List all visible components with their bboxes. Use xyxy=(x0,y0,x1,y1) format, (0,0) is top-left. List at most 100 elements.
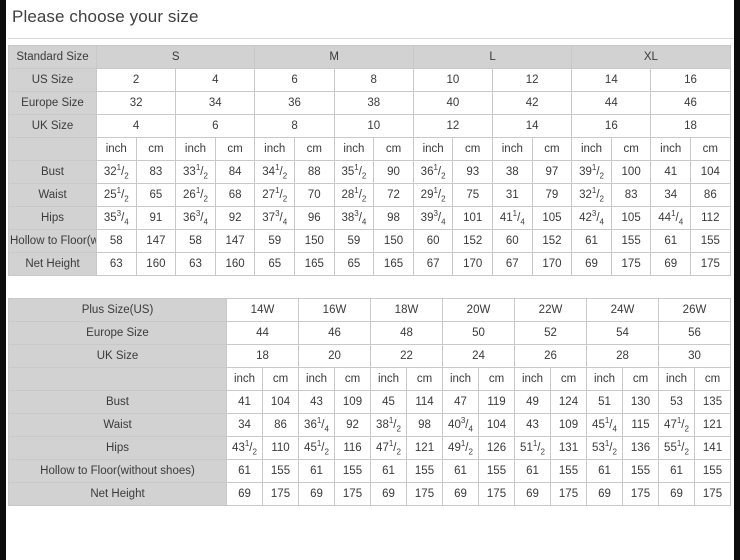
table-row-bust: Bust 321/2 83 331/2 84 341/2 88 351/2 90… xyxy=(8,160,731,185)
cell-hips: 105 xyxy=(610,206,652,231)
cell-bust: 38 xyxy=(492,160,533,185)
cell-plus-hollow-to-floor: 61 xyxy=(370,459,407,484)
row-label-bust: Bust xyxy=(8,160,97,185)
page-title: Please choose your size xyxy=(12,7,199,26)
page-left-gutter xyxy=(0,0,6,560)
cell-plus-hips: 126 xyxy=(478,436,515,461)
cell-bust: 100 xyxy=(610,160,652,185)
page-right-gutter xyxy=(734,0,740,560)
cell-plus-hollow-to-floor: 155 xyxy=(478,459,515,484)
unit-header: cm xyxy=(550,367,587,392)
cell-plus-europe-size: 48 xyxy=(370,321,443,346)
cell-hips: 373/4 xyxy=(254,206,296,231)
size-group-m: M xyxy=(254,45,414,70)
cell-plus-net-height: 175 xyxy=(334,482,371,507)
size-group-l: L xyxy=(412,45,573,70)
unit-header: cm xyxy=(531,137,573,162)
unit-header: inch xyxy=(412,137,454,162)
cell-hips: 411/4 xyxy=(492,206,533,231)
cell-waist: 321/2 xyxy=(571,183,612,208)
cell-plus-waist: 451/4 xyxy=(586,413,623,438)
cell-uk-size: 10 xyxy=(333,114,414,139)
cell-plus-hips: 136 xyxy=(622,436,659,461)
cell-waist: 86 xyxy=(690,183,731,208)
cell-hollow-to-floor: 150 xyxy=(294,229,335,254)
cell-hips: 91 xyxy=(135,206,177,231)
cell-plus-uk-size: 20 xyxy=(298,344,371,369)
cell-waist: 72 xyxy=(373,183,414,208)
cell-bust: 93 xyxy=(452,160,494,185)
plus-size-table-body: Plus Size(US) 14W 16W 18W 20W 22W 24W 26… xyxy=(8,298,731,507)
cell-plus-uk-size: 22 xyxy=(370,344,443,369)
cell-plus-hips: 451/2 xyxy=(298,436,335,461)
cell-plus-bust: 47 xyxy=(442,390,479,415)
cell-hips: 92 xyxy=(214,206,256,231)
table-row-waist: Waist 251/2 65 261/2 68 271/2 70 281/2 7… xyxy=(8,183,731,208)
cell-net-height: 165 xyxy=(294,252,335,277)
unit-header: inch xyxy=(298,367,335,392)
cell-plus-europe-size: 46 xyxy=(298,321,371,346)
cell-hips: 105 xyxy=(531,206,573,231)
cell-plus-waist: 43 xyxy=(514,413,551,438)
cell-bust: 331/2 xyxy=(175,160,216,185)
table-row-us-size: US Size 2 4 6 8 10 12 14 16 xyxy=(8,68,731,93)
row-label-uk-size: UK Size xyxy=(8,114,97,139)
cell-waist: 261/2 xyxy=(175,183,216,208)
cell-net-height: 175 xyxy=(610,252,652,277)
cell-plus-net-height: 69 xyxy=(442,482,479,507)
cell-hollow-to-floor: 59 xyxy=(333,229,375,254)
cell-us-size: 16 xyxy=(650,68,731,93)
cell-plus-hips: 121 xyxy=(406,436,443,461)
cell-us-size: 14 xyxy=(571,68,652,93)
cell-plus-waist: 98 xyxy=(406,413,443,438)
cell-net-height: 170 xyxy=(531,252,573,277)
cell-bust: 84 xyxy=(214,160,256,185)
cell-hollow-to-floor: 58 xyxy=(96,229,137,254)
cell-net-height: 160 xyxy=(135,252,177,277)
unit-header: inch xyxy=(442,367,479,392)
cell-plus-net-height: 175 xyxy=(406,482,443,507)
cell-hips: 363/4 xyxy=(175,206,216,231)
cell-net-height: 160 xyxy=(214,252,256,277)
cell-plus-net-height: 175 xyxy=(550,482,587,507)
cell-bust: 83 xyxy=(135,160,177,185)
cell-hollow-to-floor: 155 xyxy=(610,229,652,254)
cell-plus-hollow-to-floor: 61 xyxy=(226,459,263,484)
size-group-xl: XL xyxy=(571,45,731,70)
cell-plus-bust: 104 xyxy=(262,390,299,415)
cell-plus-waist: 471/2 xyxy=(658,413,695,438)
cell-plus-bust: 45 xyxy=(370,390,407,415)
unit-header: cm xyxy=(262,367,299,392)
row-label-hips: Hips xyxy=(8,206,97,231)
cell-hollow-to-floor: 150 xyxy=(373,229,414,254)
cell-net-height: 175 xyxy=(690,252,731,277)
row-label-units-blank xyxy=(8,137,97,162)
cell-hips: 112 xyxy=(690,206,731,231)
row-label-plus-waist: Waist xyxy=(8,413,227,438)
cell-hollow-to-floor: 155 xyxy=(690,229,731,254)
cell-plus-size: 18W xyxy=(370,298,443,323)
unit-header: cm xyxy=(373,137,414,162)
unit-header: inch xyxy=(492,137,533,162)
cell-net-height: 65 xyxy=(254,252,296,277)
cell-waist: 31 xyxy=(492,183,533,208)
cell-plus-europe-size: 50 xyxy=(442,321,515,346)
cell-bust: 351/2 xyxy=(333,160,375,185)
table-row-hollow-to-floor: Hollow to Floor(without shoes) 58 147 58… xyxy=(8,229,731,254)
cell-hollow-to-floor: 59 xyxy=(254,229,296,254)
table-row-plus-units: inch cm inch cm inch cm inch cm inch cm … xyxy=(8,367,731,392)
cell-hollow-to-floor: 61 xyxy=(571,229,612,254)
cell-waist: 79 xyxy=(531,183,573,208)
cell-plus-net-height: 175 xyxy=(478,482,515,507)
row-label-plus-size: Plus Size(US) xyxy=(8,298,227,323)
cell-europe-size: 32 xyxy=(95,91,177,116)
cell-bust: 97 xyxy=(531,160,573,185)
cell-plus-hollow-to-floor: 61 xyxy=(586,459,623,484)
row-label-plus-bust: Bust xyxy=(8,390,227,415)
cell-us-size: 6 xyxy=(254,68,335,93)
unit-header: inch xyxy=(650,137,692,162)
row-label-plus-uk-size: UK Size xyxy=(8,344,227,369)
cell-waist: 68 xyxy=(214,183,256,208)
unit-header: cm xyxy=(622,367,659,392)
unit-header: cm xyxy=(334,367,371,392)
